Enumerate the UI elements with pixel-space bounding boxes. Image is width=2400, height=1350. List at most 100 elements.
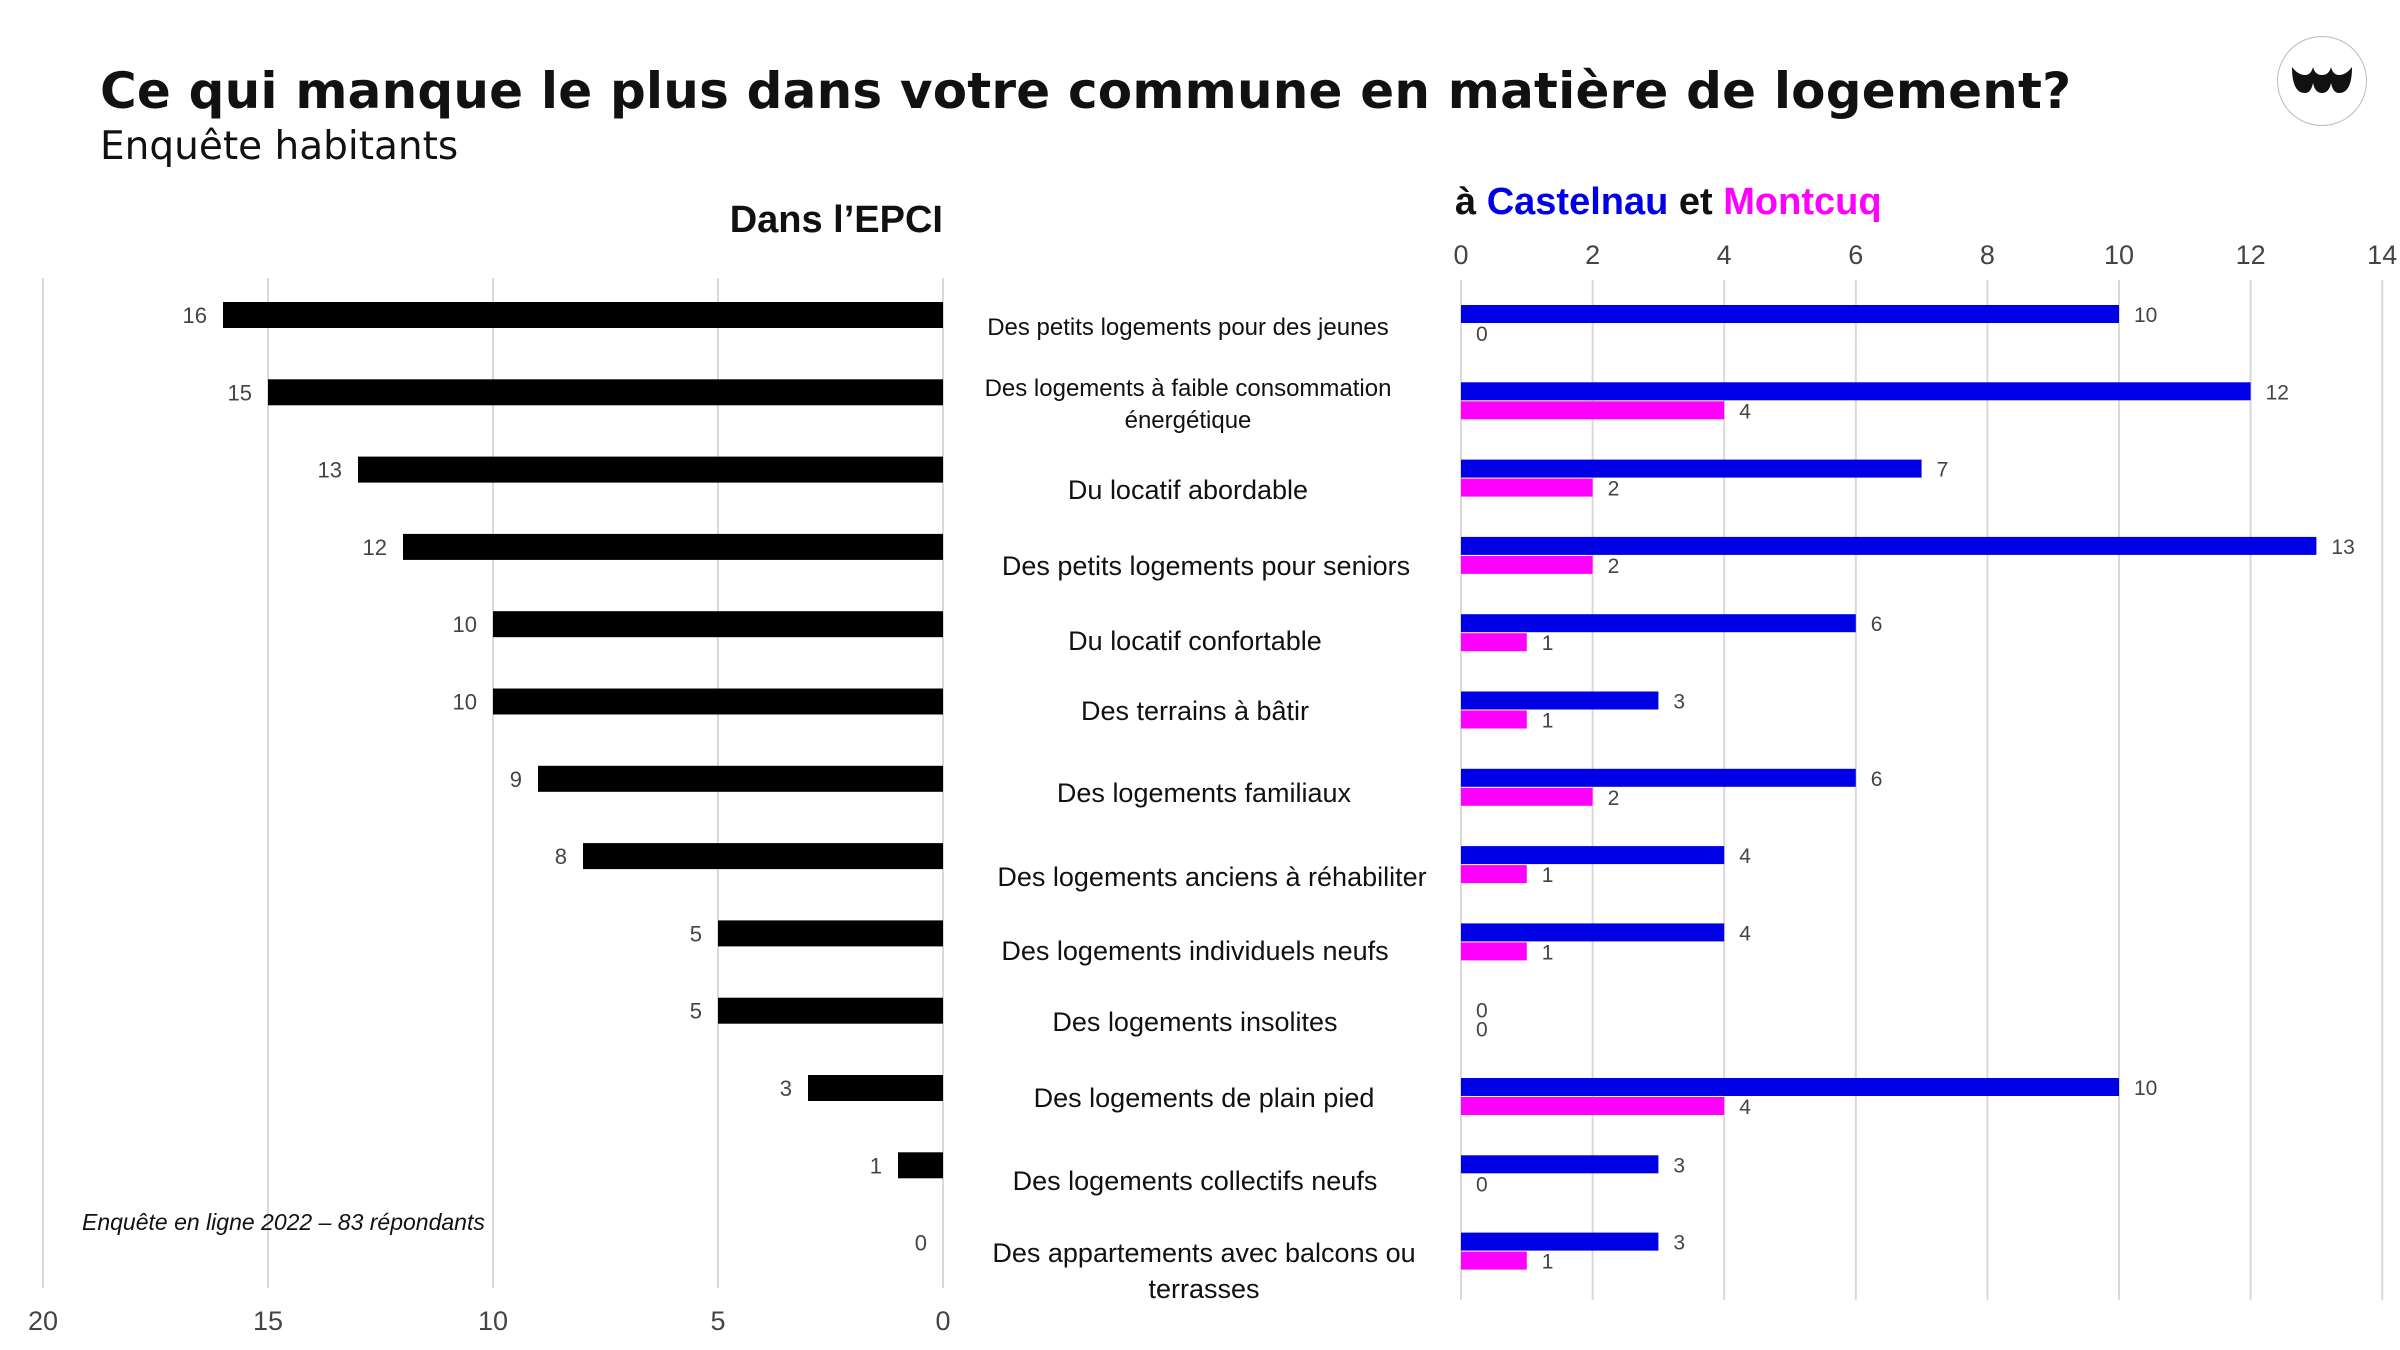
epci-bar-label: 10 xyxy=(453,612,477,637)
castelnau-bar xyxy=(1461,536,2317,555)
montcuq-bar-label: 4 xyxy=(1739,1096,1751,1119)
montcuq-bar-label: 0 xyxy=(1476,323,1488,346)
epci-bar xyxy=(718,997,943,1024)
castelnau-bar-label: 4 xyxy=(1739,845,1751,868)
right-x-tick: 8 xyxy=(1980,240,1995,270)
right-x-tick: 12 xyxy=(2236,240,2266,270)
category-label: Des logements collectifs neufs xyxy=(1013,1166,1378,1196)
montcuq-bar xyxy=(1461,555,1593,574)
castelnau-bar xyxy=(1461,305,2119,323)
category-label: Du locatif abordable xyxy=(1068,475,1308,505)
epci-bar-label: 1 xyxy=(870,1153,882,1178)
castelnau-bar-label: 6 xyxy=(1871,768,1883,791)
montcuq-bar-label: 1 xyxy=(1542,941,1554,964)
epci-x-tick: 5 xyxy=(710,1306,725,1336)
castelnau-bar-label: 7 xyxy=(1937,459,1949,482)
epci-bar-label: 0 xyxy=(915,1231,927,1256)
castelnau-bar xyxy=(1461,459,1922,478)
epci-bar-label: 5 xyxy=(690,999,702,1024)
category-label: énergétique xyxy=(1125,407,1252,434)
category-label: Des logements insolites xyxy=(1052,1007,1337,1037)
epci-bar-label: 3 xyxy=(780,1076,792,1101)
epci-x-tick: 15 xyxy=(253,1306,283,1336)
montcuq-bar-label: 1 xyxy=(1542,632,1554,655)
right-x-tick: 4 xyxy=(1717,240,1732,270)
epci-bar xyxy=(898,1152,943,1179)
castelnau-bar-label: 4 xyxy=(1739,922,1751,945)
epci-bar xyxy=(718,920,943,947)
page-subtitle: Enquête habitants xyxy=(100,124,459,169)
footnote: Enquête en ligne 2022 – 83 répondants xyxy=(82,1209,485,1235)
epci-bar xyxy=(358,456,943,483)
castelnau-bar-label: 3 xyxy=(1673,1154,1685,1177)
category-label: Des petits logements pour des jeunes xyxy=(987,314,1389,341)
montcuq-bar-label: 2 xyxy=(1608,787,1620,810)
montcuq-bar xyxy=(1461,478,1593,497)
montcuq-bar xyxy=(1461,865,1527,884)
montcuq-bar-label: 1 xyxy=(1542,864,1554,887)
montcuq-bar-label: 0 xyxy=(1476,1019,1488,1042)
category-label: Du locatif confortable xyxy=(1068,626,1322,656)
castelnau-bar-label: 3 xyxy=(1673,691,1685,714)
montcuq-bar-label: 2 xyxy=(1608,555,1620,578)
epci-bar-label: 13 xyxy=(318,458,342,483)
castelnau-bar xyxy=(1461,614,1856,633)
chart-title-part: et xyxy=(1668,181,1723,223)
castelnau-bar xyxy=(1461,382,2251,401)
epci-x-tick: 20 xyxy=(28,1306,58,1336)
chart-title-part: à xyxy=(1455,181,1487,223)
montcuq-bar xyxy=(1461,942,1527,961)
castelnau-bar-label: 6 xyxy=(1871,613,1883,636)
epci-bar-label: 10 xyxy=(453,690,477,715)
chart-title-part: Montcuq xyxy=(1723,181,1881,223)
category-label: Des logements de plain pied xyxy=(1034,1083,1375,1113)
epci-x-tick: 10 xyxy=(478,1306,508,1336)
epci-bar xyxy=(538,765,943,792)
category-label: Des logements anciens à réhabiliter xyxy=(997,862,1426,892)
epci-bar xyxy=(493,611,943,638)
montcuq-bar-label: 4 xyxy=(1739,400,1751,423)
castelnau-bar-label: 10 xyxy=(2134,1077,2157,1100)
montcuq-bar xyxy=(1461,710,1527,729)
page-title: Ce qui manque le plus dans votre commune… xyxy=(100,62,2072,120)
montcuq-bar-label: 1 xyxy=(1542,1251,1554,1274)
montcuq-bar-label: 0 xyxy=(1476,1173,1488,1196)
epci-x-tick: 0 xyxy=(935,1306,950,1336)
epci-bar xyxy=(493,688,943,715)
montcuq-bar xyxy=(1461,1097,1725,1115)
epci-bar-label: 5 xyxy=(690,921,702,946)
castelnau-bar xyxy=(1461,923,1725,942)
montcuq-bar xyxy=(1461,401,1725,420)
epci-bar-label: 15 xyxy=(228,380,252,405)
montcuq-bar-label: 2 xyxy=(1608,478,1620,501)
category-label: Des petits logements pour seniors xyxy=(1002,551,1410,581)
castelnau-bar xyxy=(1461,846,1725,865)
right-x-tick: 14 xyxy=(2367,240,2397,270)
castelnau-bar-label: 0 xyxy=(1476,1000,1488,1023)
castelnau-bar xyxy=(1461,1155,1659,1174)
castelnau-montcuq-chart-title: à Castelnau et Montcuq xyxy=(1455,181,1882,223)
epci-chart-title: Dans l’EPCI xyxy=(730,199,943,241)
category-label: Des appartements avec balcons ou xyxy=(992,1238,1415,1268)
category-label: Des logements individuels neufs xyxy=(1001,936,1388,966)
epci-bar-label: 8 xyxy=(555,844,567,869)
montcuq-bar xyxy=(1461,633,1527,652)
right-x-tick: 6 xyxy=(1848,240,1863,270)
epci-bar xyxy=(808,1075,943,1101)
montcuq-bar xyxy=(1461,1251,1527,1270)
castelnau-bar-label: 12 xyxy=(2266,381,2289,404)
epci-bar xyxy=(583,843,943,870)
category-label: Des logements familiaux xyxy=(1057,778,1352,808)
montcuq-bar-label: 1 xyxy=(1542,710,1554,733)
brand-logo-icon xyxy=(2277,36,2367,126)
castelnau-bar xyxy=(1461,691,1659,710)
epci-bar-label: 12 xyxy=(363,535,387,560)
category-label: Des logements à faible consommation xyxy=(985,375,1392,402)
epci-bar xyxy=(403,533,943,560)
castelnau-bar xyxy=(1461,1232,1659,1251)
epci-bar-label: 9 xyxy=(510,767,522,792)
category-label: Des terrains à bâtir xyxy=(1081,696,1309,726)
castelnau-bar xyxy=(1461,1078,2119,1096)
montcuq-bar xyxy=(1461,787,1593,806)
